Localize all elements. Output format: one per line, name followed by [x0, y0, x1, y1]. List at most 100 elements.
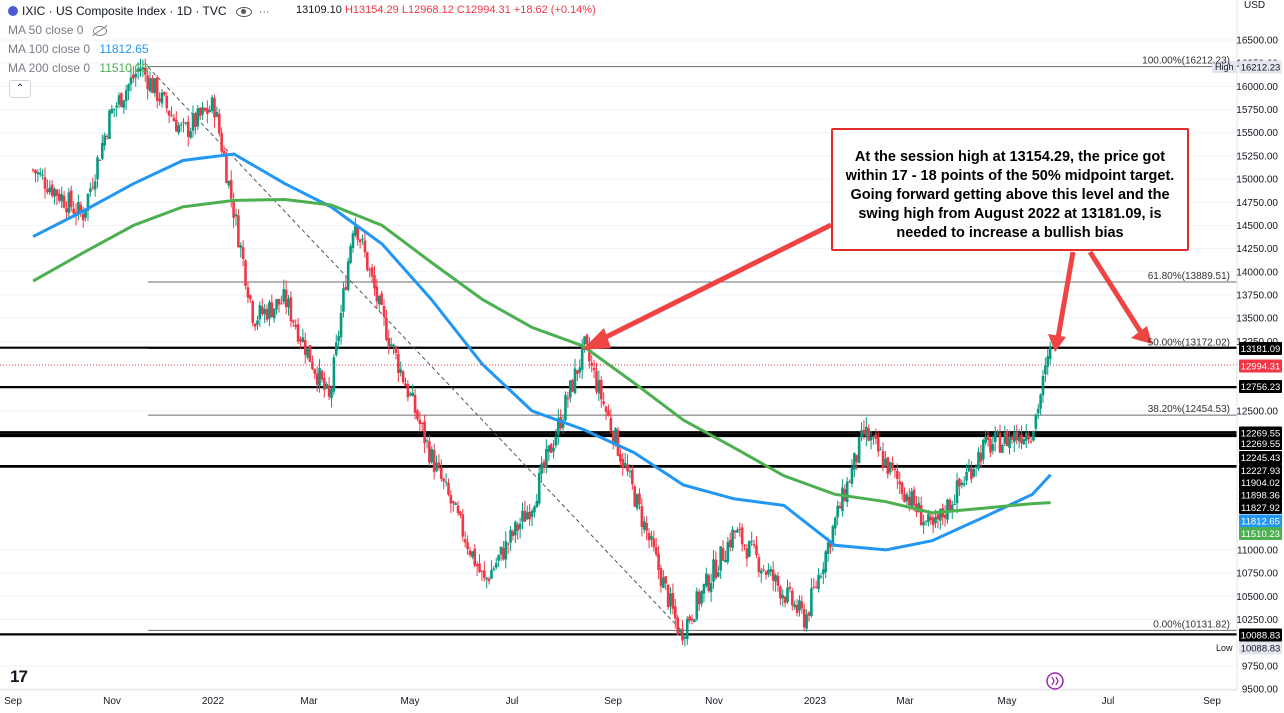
candle-body	[1029, 440, 1033, 442]
candle-body	[222, 150, 226, 157]
indicator-ma100[interactable]: MA 100 close 0 11812.65	[8, 41, 149, 57]
candle-body	[724, 559, 727, 563]
candle-body	[418, 419, 422, 425]
candle-body	[499, 546, 503, 555]
candle-body	[132, 74, 135, 79]
indicator-label: MA 100 close 0	[8, 42, 91, 56]
candle-body	[482, 570, 486, 578]
candle-body	[473, 548, 477, 566]
candle-body	[368, 269, 371, 271]
candle-body	[93, 181, 97, 190]
candle-body	[576, 370, 579, 375]
candle-body	[184, 122, 188, 124]
price-tick: 11000.00	[1237, 545, 1278, 556]
candle-body	[965, 471, 968, 481]
time-tick: Nov	[705, 696, 723, 707]
eye-icon[interactable]	[235, 6, 252, 17]
ma-100-line	[32, 152, 1052, 552]
candle-body	[344, 286, 348, 290]
candle-body	[127, 84, 130, 91]
candle-body	[291, 320, 295, 323]
candle-body	[225, 156, 228, 184]
candle-body	[716, 572, 720, 577]
candle-body	[664, 576, 668, 584]
price-tick: 9750.00	[1242, 661, 1279, 672]
candle-body	[757, 557, 761, 573]
candle-body	[850, 467, 854, 484]
fib-label: 38.20%(12454.53)	[1148, 404, 1230, 415]
candle-body	[206, 108, 209, 114]
candle-body	[466, 542, 469, 550]
candle-body	[841, 487, 844, 512]
candle-body	[810, 588, 813, 617]
candle-body	[308, 345, 312, 362]
candle-body	[208, 110, 212, 112]
candle-body	[124, 90, 128, 102]
candle-body	[566, 397, 570, 400]
symbol-title: IXIC · US Composite Index · 1D · TVC	[22, 4, 227, 18]
candle-body	[922, 522, 925, 526]
currency-label[interactable]: USD	[1244, 0, 1266, 11]
candle-body	[363, 240, 367, 253]
more-button[interactable]: ···	[258, 6, 270, 18]
price-badge	[1239, 501, 1282, 514]
candle-body	[186, 121, 190, 137]
collapse-legend-button[interactable]: ⌃	[9, 80, 31, 98]
candle-body	[514, 521, 517, 536]
candle-body	[215, 111, 219, 117]
eye-hidden-icon[interactable]	[92, 25, 107, 36]
candle-body	[681, 628, 684, 641]
candle-body	[294, 324, 297, 328]
candle-body	[786, 587, 789, 602]
time-tick: 2023	[804, 696, 827, 707]
candle-body	[635, 494, 639, 509]
candle-body	[366, 252, 369, 271]
candle-body	[411, 392, 414, 396]
candle-body	[1048, 345, 1052, 359]
candle-body	[690, 618, 694, 621]
indicator-ma50[interactable]: MA 50 close 0	[8, 22, 107, 38]
candle-body	[325, 384, 329, 388]
indicator-ma200[interactable]: MA 200 close 0 11510.23	[8, 60, 149, 76]
candle-body	[659, 568, 663, 587]
candle-body	[408, 393, 412, 396]
candle-body	[554, 436, 558, 446]
candle-body	[764, 571, 768, 575]
price-badge	[1239, 342, 1282, 355]
candle-body	[986, 435, 990, 440]
candle-body	[143, 67, 147, 75]
candle-body	[939, 509, 942, 521]
candle-body	[377, 296, 381, 305]
candle-body	[931, 517, 935, 526]
candle-body	[917, 502, 921, 512]
candle-body	[1024, 432, 1028, 441]
candle-body	[518, 523, 522, 529]
candle-body	[700, 591, 703, 604]
candle-body	[34, 169, 37, 174]
candle-body	[573, 368, 577, 394]
price-badge-text: 12269.55	[1241, 439, 1281, 450]
candle-body	[685, 618, 689, 640]
time-tick: Sep	[604, 696, 622, 707]
candle-body	[631, 469, 634, 485]
sparkle-icon[interactable]	[1046, 672, 1064, 690]
candle-body	[855, 455, 859, 462]
candle-body	[256, 320, 259, 325]
annotation-box[interactable]: At the session high at 13154.29, the pri…	[831, 128, 1189, 251]
indicator-label: MA 200 close 0	[8, 61, 91, 75]
price-badge-text: 12245.43	[1241, 453, 1281, 464]
candle-body	[578, 367, 582, 373]
price-badge-text: 12269.55	[1241, 429, 1281, 440]
candle-body	[893, 468, 897, 471]
candle-body	[783, 596, 787, 604]
price-tick: 14250.00	[1236, 244, 1278, 255]
time-tick: Sep	[4, 696, 22, 707]
candle-body	[280, 303, 283, 305]
symbol-row[interactable]: IXIC · US Composite Index · 1D · TVC ···	[8, 3, 273, 19]
candle-body	[406, 383, 410, 398]
tradingview-logo[interactable]: 17	[10, 667, 28, 686]
candle-body	[1017, 437, 1021, 442]
candle-body	[117, 95, 121, 105]
candle-body	[342, 288, 345, 312]
